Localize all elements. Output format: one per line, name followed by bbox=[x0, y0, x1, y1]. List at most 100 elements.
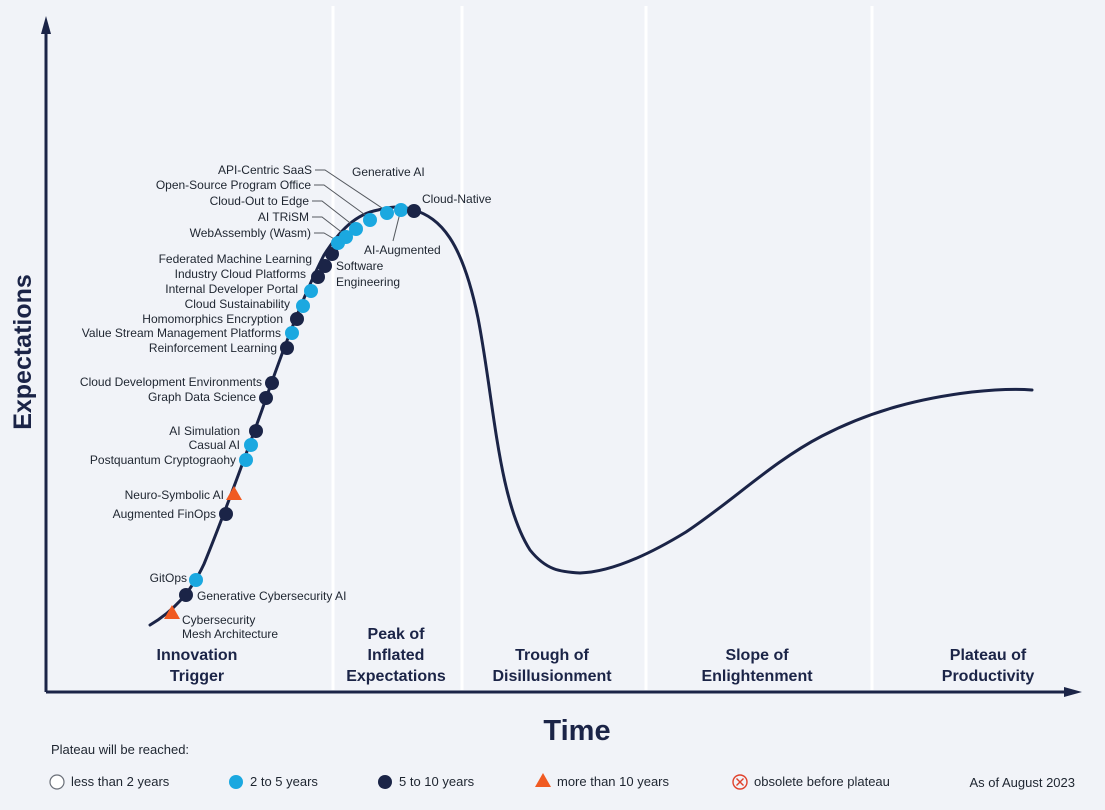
label-augmented-finops: Augmented FinOps bbox=[113, 507, 216, 521]
label-ai-trism: AI TRiSM bbox=[258, 210, 309, 224]
label-line: Cybersecurity bbox=[182, 613, 255, 627]
phase-label-1: Innovation Trigger bbox=[157, 647, 238, 685]
label-line: Graph Data Science bbox=[148, 390, 256, 404]
legend-label-5-to-10-years: 5 to 10 years bbox=[399, 774, 475, 789]
label-ai-augmented: AI-Augmented bbox=[364, 243, 441, 257]
label-generative-ai: Generative AI bbox=[352, 165, 425, 179]
marker-neuro-symbolic-ai bbox=[226, 486, 242, 500]
label-reinforcement-learning: Reinforcement Learning bbox=[149, 341, 277, 355]
label-line: Neuro-Symbolic AI bbox=[125, 488, 224, 502]
phase-label-4: Slope of Enlightenment bbox=[701, 647, 813, 685]
label-line: AI TRiSM bbox=[258, 210, 309, 224]
label-line: WebAssembly (Wasm) bbox=[190, 226, 311, 240]
legend-label-2-to-5-years: 2 to 5 years bbox=[250, 774, 318, 789]
phase-label-line: Trigger bbox=[170, 668, 224, 685]
phase-label-line: Trough of bbox=[515, 647, 589, 664]
as-of-date: As of August 2023 bbox=[969, 775, 1075, 790]
label-value-stream-management-platforms: Value Stream Management Platforms bbox=[82, 326, 281, 340]
label-ai-simulation: AI Simulation bbox=[169, 424, 240, 438]
marker-cloud-out-to-edge bbox=[349, 222, 363, 236]
leader-ai-trism bbox=[312, 216, 345, 235]
label-line: Generative Cybersecurity AI bbox=[197, 589, 346, 603]
marker-casual-ai bbox=[244, 438, 258, 452]
label-cloud-out-to-edge: Cloud-Out to Edge bbox=[210, 194, 310, 208]
label-cybersecurity-mesh-architecture: Cybersecurity Mesh Architecture bbox=[182, 613, 278, 641]
marker-federated-machine-learning bbox=[318, 259, 332, 273]
label-webassembly-wasm: WebAssembly (Wasm) bbox=[190, 226, 311, 240]
label-line: Cloud-Native bbox=[422, 192, 492, 206]
label-line: AI Simulation bbox=[169, 424, 240, 438]
legend-label-more-than-10-years: more than 10 years bbox=[557, 774, 670, 789]
label-line: Open-Source Program Office bbox=[156, 178, 312, 192]
phase-label-line: Disillusionment bbox=[492, 668, 612, 685]
label-generative-cybersecurity-ai: Generative Cybersecurity AI bbox=[197, 589, 346, 603]
marker-reinforcement-learning bbox=[280, 341, 294, 355]
marker-open-source-program-office bbox=[363, 213, 377, 227]
phase-label-line: Expectations bbox=[346, 668, 446, 685]
phase-label-line: Peak of bbox=[368, 626, 426, 643]
marker-homomorphics-encryption bbox=[290, 312, 304, 326]
label-line: Software bbox=[336, 259, 384, 273]
marker-value-stream-management-platforms bbox=[285, 326, 299, 340]
label-line: Industry Cloud Platforms bbox=[175, 267, 306, 281]
x-axis-arrow-icon bbox=[1064, 687, 1082, 697]
label-api-centric-saas: API-Centric SaaS bbox=[218, 163, 312, 177]
label-neuro-symbolic-ai: Neuro-Symbolic AI bbox=[125, 488, 224, 502]
label-line: Postquantum Cryptograohy bbox=[90, 453, 236, 467]
phase-label-line: Innovation bbox=[157, 647, 238, 664]
phase-label-line: Inflated bbox=[368, 647, 425, 664]
y-axis-arrow-icon bbox=[41, 16, 51, 34]
label-internal-developer-portal: Internal Developer Portal bbox=[165, 282, 298, 296]
label-line: Federated Machine Learning bbox=[159, 252, 312, 266]
label-homomorphics-encryption: Homomorphics Encryption bbox=[142, 312, 283, 326]
label-line: Casual AI bbox=[189, 438, 240, 452]
label-line: AI-Augmented bbox=[364, 243, 441, 257]
leader-ai-augmented bbox=[392, 212, 401, 242]
marker-ai-trism bbox=[339, 230, 353, 244]
marker-cybersecurity-mesh-architecture bbox=[164, 605, 180, 619]
hype-curve bbox=[148, 205, 1034, 627]
marker-postquantum-cryptograohy bbox=[239, 453, 253, 467]
label-gitops: GitOps bbox=[150, 571, 187, 585]
label-cloud-sustainability: Cloud Sustainability bbox=[185, 297, 290, 311]
label-federated-machine-learning: Federated Machine Learning bbox=[159, 252, 312, 266]
marker-software-engineering bbox=[325, 247, 339, 261]
phase-label-3: Trough of Disillusionment bbox=[492, 647, 612, 685]
label-line: Cloud-Out to Edge bbox=[210, 194, 310, 208]
label-line: Internal Developer Portal bbox=[165, 282, 298, 296]
obsolete-cross bbox=[736, 778, 744, 786]
marker-cloud-sustainability bbox=[296, 299, 310, 313]
marker-cloud-native bbox=[407, 204, 421, 218]
label-industry-cloud-platforms: Industry Cloud Platforms bbox=[175, 267, 306, 281]
label-graph-data-science: Graph Data Science bbox=[148, 390, 256, 404]
label-postquantum-cryptograohy: Postquantum Cryptograohy bbox=[90, 453, 236, 467]
marker-gitops bbox=[189, 573, 203, 587]
label-line: GitOps bbox=[150, 571, 187, 585]
x-axis-title: Time bbox=[543, 715, 610, 747]
label-line: Cloud Development Environments bbox=[80, 375, 262, 389]
legend-navy-circle-icon bbox=[378, 775, 392, 789]
marker-cloud-development-environments bbox=[265, 376, 279, 390]
legend-label-obsolete-before-plateau: obsolete before plateau bbox=[754, 774, 890, 789]
label-open-source-program-office: Open-Source Program Office bbox=[156, 178, 312, 192]
label-line: Augmented FinOps bbox=[113, 507, 216, 521]
legend-orange-triangle-icon bbox=[535, 773, 551, 787]
label-line: Reinforcement Learning bbox=[149, 341, 277, 355]
phase-label-line: Slope of bbox=[725, 647, 789, 664]
label-line: Cloud Sustainability bbox=[185, 297, 290, 311]
leader-open-source-program-office bbox=[314, 184, 369, 218]
legend-label-less-than-2-years: less than 2 years bbox=[71, 774, 170, 789]
leader-api-centric-saas bbox=[315, 169, 386, 211]
legend-obsolete-icon bbox=[732, 774, 748, 790]
label-casual-ai: Casual AI bbox=[189, 438, 240, 452]
label-cloud-native: Cloud-Native bbox=[422, 192, 492, 206]
marker-industry-cloud-platforms bbox=[311, 270, 325, 284]
marker-graph-data-science bbox=[259, 391, 273, 405]
marker-augmented-finops bbox=[219, 507, 233, 521]
marker-ai-augmented bbox=[394, 203, 408, 217]
label-line: API-Centric SaaS bbox=[218, 163, 312, 177]
legend-title: Plateau will be reached: bbox=[51, 742, 189, 757]
phase-label-line: Plateau of bbox=[950, 647, 1027, 664]
phase-label-line: Productivity bbox=[942, 668, 1035, 685]
marker-api-centric-saas bbox=[380, 206, 394, 220]
